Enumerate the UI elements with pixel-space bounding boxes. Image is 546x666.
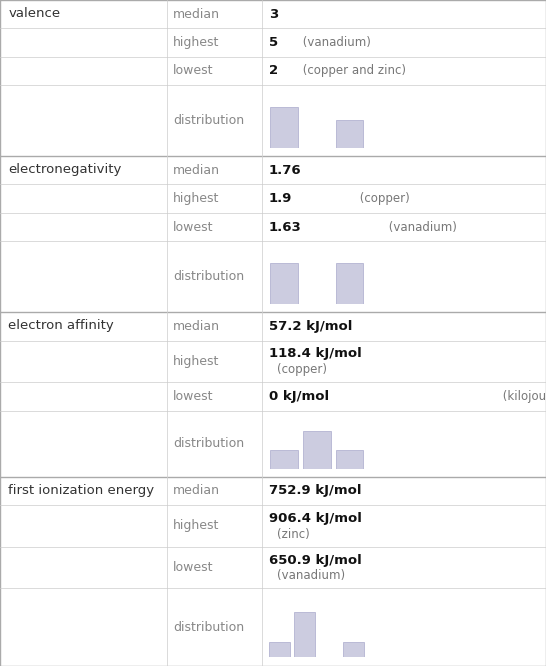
Text: 1.63: 1.63: [269, 220, 301, 234]
Text: 0 kJ/mol: 0 kJ/mol: [269, 390, 329, 403]
Text: 118.4 kJ/mol: 118.4 kJ/mol: [269, 348, 361, 360]
Text: (copper): (copper): [357, 192, 410, 205]
Text: lowest: lowest: [173, 65, 213, 77]
Text: median: median: [173, 484, 220, 498]
Text: (copper): (copper): [277, 363, 327, 376]
Text: distribution: distribution: [173, 114, 244, 127]
Text: 752.9 kJ/mol: 752.9 kJ/mol: [269, 484, 361, 498]
Bar: [294, 612, 315, 657]
Text: (vanadium): (vanadium): [385, 220, 457, 234]
Text: median: median: [173, 164, 220, 176]
Text: (copper and zinc): (copper and zinc): [299, 65, 406, 77]
Text: highest: highest: [173, 519, 219, 533]
Text: (vanadium): (vanadium): [277, 569, 345, 583]
Bar: [270, 107, 298, 148]
Text: lowest: lowest: [173, 390, 213, 403]
Bar: [302, 431, 330, 469]
Bar: [335, 263, 363, 304]
Bar: [270, 263, 298, 304]
Text: highest: highest: [173, 355, 219, 368]
Text: 2: 2: [269, 65, 278, 77]
Text: electronegativity: electronegativity: [8, 163, 122, 176]
Text: highest: highest: [173, 36, 219, 49]
Text: highest: highest: [173, 192, 219, 205]
Text: 1.76: 1.76: [269, 164, 301, 176]
Text: 650.9 kJ/mol: 650.9 kJ/mol: [269, 553, 361, 567]
Text: 1.9: 1.9: [269, 192, 292, 205]
Text: valence: valence: [8, 7, 60, 20]
Text: 5: 5: [269, 36, 278, 49]
Text: distribution: distribution: [173, 270, 244, 283]
Text: electron affinity: electron affinity: [8, 319, 114, 332]
Text: 3: 3: [269, 8, 278, 21]
Bar: [270, 450, 298, 469]
Text: 906.4 kJ/mol: 906.4 kJ/mol: [269, 512, 361, 525]
Text: lowest: lowest: [173, 220, 213, 234]
Bar: [269, 642, 290, 657]
Text: distribution: distribution: [173, 621, 244, 634]
Text: lowest: lowest: [173, 561, 213, 574]
Bar: [335, 450, 363, 469]
Bar: [335, 121, 363, 148]
Text: (vanadium): (vanadium): [299, 36, 371, 49]
Text: (zinc): (zinc): [277, 528, 310, 541]
Text: median: median: [173, 8, 220, 21]
Text: median: median: [173, 320, 220, 333]
Bar: [343, 642, 364, 657]
Text: first ionization energy: first ionization energy: [8, 484, 155, 497]
Text: (kilojoules per mole)  (zinc): (kilojoules per mole) (zinc): [499, 390, 546, 403]
Text: 57.2 kJ/mol: 57.2 kJ/mol: [269, 320, 352, 333]
Text: distribution: distribution: [173, 437, 244, 450]
